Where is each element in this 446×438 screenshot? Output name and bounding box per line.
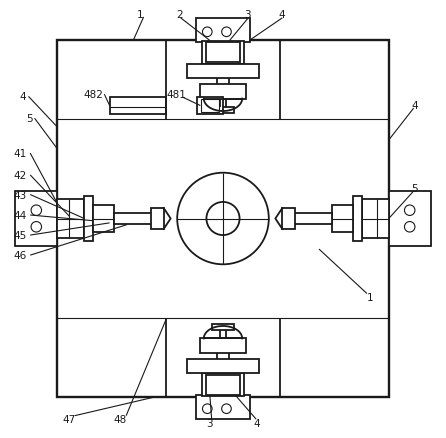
Text: 482: 482: [83, 90, 103, 100]
Text: 5: 5: [412, 184, 418, 194]
Bar: [196, 19, 250, 43]
Bar: [84, 196, 93, 242]
Text: 47: 47: [63, 414, 76, 424]
Bar: [110, 98, 166, 115]
Text: 4: 4: [412, 101, 418, 111]
Bar: [202, 374, 244, 396]
Bar: [332, 205, 353, 233]
Text: 48: 48: [114, 414, 127, 424]
Bar: [57, 199, 84, 239]
Bar: [202, 42, 244, 64]
Text: 2: 2: [176, 11, 183, 20]
Bar: [293, 214, 332, 224]
Bar: [57, 41, 389, 397]
Bar: [200, 85, 246, 99]
Text: 3: 3: [244, 11, 250, 20]
Bar: [196, 395, 250, 419]
Text: 4: 4: [254, 418, 260, 427]
Text: 42: 42: [13, 170, 26, 180]
Bar: [353, 196, 362, 242]
Text: 45: 45: [13, 230, 26, 240]
Bar: [187, 359, 259, 374]
Circle shape: [202, 404, 212, 413]
Bar: [201, 99, 219, 113]
Text: 46: 46: [13, 251, 26, 261]
Bar: [206, 43, 240, 63]
Circle shape: [31, 222, 41, 233]
Bar: [362, 199, 389, 239]
Bar: [212, 108, 234, 114]
Bar: [212, 324, 234, 330]
Circle shape: [405, 222, 415, 233]
Text: 43: 43: [13, 190, 26, 200]
Bar: [187, 64, 259, 79]
Text: 4: 4: [19, 92, 26, 102]
Circle shape: [206, 202, 240, 236]
Circle shape: [405, 205, 415, 216]
Bar: [114, 214, 153, 224]
Text: 1: 1: [137, 11, 144, 20]
Text: 4: 4: [279, 11, 285, 20]
Circle shape: [222, 404, 231, 413]
Circle shape: [31, 205, 41, 216]
Text: 41: 41: [13, 149, 26, 159]
Bar: [197, 98, 223, 115]
Bar: [282, 208, 294, 230]
Bar: [200, 339, 246, 353]
Circle shape: [177, 173, 269, 265]
Circle shape: [222, 28, 231, 38]
Text: 1: 1: [367, 292, 374, 302]
Bar: [15, 192, 57, 246]
Bar: [206, 375, 240, 395]
Text: 44: 44: [13, 211, 26, 220]
Text: 5: 5: [26, 114, 33, 124]
Bar: [93, 205, 114, 233]
Circle shape: [202, 28, 212, 38]
Bar: [389, 192, 431, 246]
Text: 481: 481: [166, 90, 186, 100]
Bar: [152, 208, 164, 230]
Text: 3: 3: [206, 418, 213, 427]
